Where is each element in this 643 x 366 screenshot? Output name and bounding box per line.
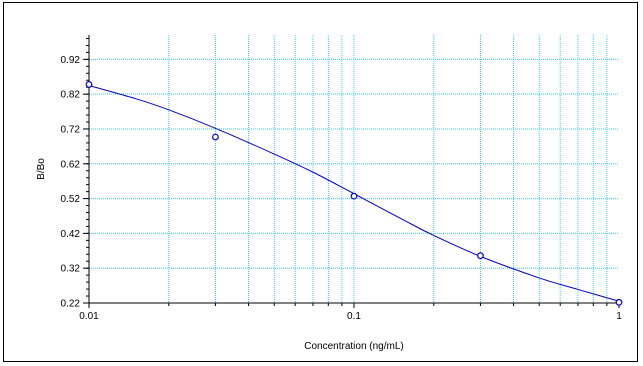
y-tick-label: 0.62 xyxy=(61,159,81,170)
y-tick-label: 0.72 xyxy=(61,124,81,135)
data-point xyxy=(212,133,219,141)
y-tick-label: 0.22 xyxy=(61,299,81,310)
x-tick-label: 0.01 xyxy=(79,311,99,322)
grid-lines xyxy=(89,35,619,303)
data-points xyxy=(85,81,623,306)
data-point xyxy=(85,81,93,88)
data-point xyxy=(350,192,358,200)
y-tick-label: 0.42 xyxy=(61,229,81,240)
x-tick-label: 1 xyxy=(616,311,622,322)
x-axis-title: Concentration (ng/mL) xyxy=(304,341,404,352)
y-axis-ticks: 0.22 0.32 0.42 0.52 0.62 0.72 0.82 0.92 xyxy=(61,37,89,310)
x-tick-label: 0.1 xyxy=(347,311,361,322)
y-tick-label: 0.92 xyxy=(61,55,81,66)
x-axis-ticks: 0.01 0.1 1 xyxy=(79,303,622,322)
y-tick-label: 0.52 xyxy=(61,194,81,205)
y-axis-title: B/Bo xyxy=(36,158,47,180)
chart-canvas: 0.01 0.1 1 0.22 0.32 0.42 0.52 0.62 0.72 0.82 0.9… xyxy=(36,35,623,352)
data-point xyxy=(477,252,484,260)
y-tick-label: 0.82 xyxy=(61,90,81,101)
chart-frame: 0.01 0.1 1 0.22 0.32 0.42 0.52 0.62 0.72 0.82 0.9… xyxy=(3,2,638,362)
data-point xyxy=(615,298,623,306)
y-tick-label: 0.32 xyxy=(61,264,81,275)
